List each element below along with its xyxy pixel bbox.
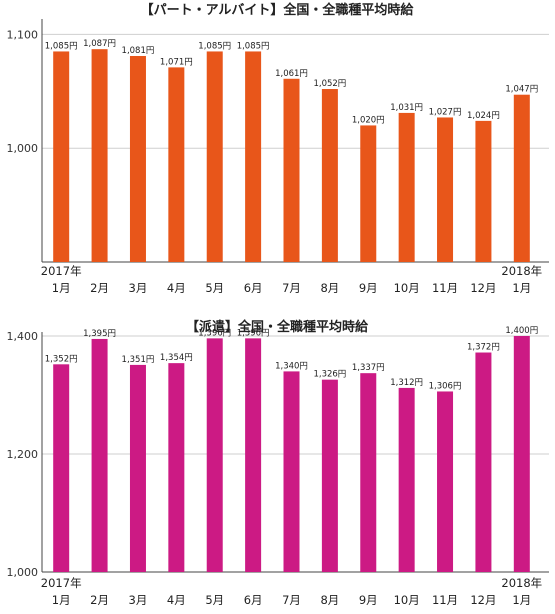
data-label: 1,306円 bbox=[429, 381, 462, 391]
x-tick-label: 4月 bbox=[167, 281, 186, 295]
bar bbox=[283, 371, 300, 572]
data-label: 1,081円 bbox=[122, 46, 155, 56]
bar bbox=[360, 125, 377, 262]
x-tick-label: 6月 bbox=[244, 281, 263, 295]
dispatch-chart: 【派遣】全国・全職種平均時給 1,000 1,200 1,400 1,352円 2017… bbox=[7, 319, 549, 607]
x-tick-label: 12月 bbox=[470, 593, 496, 607]
bar bbox=[53, 51, 70, 263]
y-tick-label: 1,100 bbox=[7, 28, 39, 41]
x-tick-year-label: 2017年 bbox=[41, 264, 82, 278]
data-label: 1,396円 bbox=[237, 328, 270, 338]
bar bbox=[513, 336, 530, 572]
bar bbox=[283, 78, 300, 263]
data-label: 1,396円 bbox=[198, 328, 231, 338]
x-tick-label: 3月 bbox=[129, 281, 148, 295]
data-label: 1,024円 bbox=[467, 111, 500, 121]
bar bbox=[206, 338, 223, 572]
y-tick-label: 1,000 bbox=[7, 142, 39, 155]
bar bbox=[245, 338, 262, 572]
x-tick-label: 12月 bbox=[470, 281, 496, 295]
bar bbox=[245, 51, 262, 263]
bar bbox=[321, 89, 338, 262]
y-tick-label: 1,200 bbox=[7, 448, 39, 461]
x-tick-label: 4月 bbox=[167, 593, 186, 607]
data-label: 1,085円 bbox=[198, 41, 231, 51]
data-label: 1,351円 bbox=[122, 355, 155, 365]
x-tick-label: 1月 bbox=[512, 593, 531, 607]
x-tick-label: 8月 bbox=[320, 281, 339, 295]
bar bbox=[437, 117, 454, 262]
x-tick-label: 5月 bbox=[205, 281, 224, 295]
x-tick-year-label: 2018年 bbox=[501, 576, 542, 590]
data-label: 1,326円 bbox=[313, 370, 346, 380]
x-tick-label: 8月 bbox=[320, 593, 339, 607]
bar bbox=[91, 338, 108, 572]
bar bbox=[91, 49, 108, 262]
x-tick-label: 7月 bbox=[282, 593, 301, 607]
x-tick-label: 10月 bbox=[394, 281, 420, 295]
x-tick-label: 3月 bbox=[129, 593, 148, 607]
bar bbox=[475, 352, 492, 572]
bar bbox=[168, 67, 185, 262]
bar bbox=[360, 373, 377, 572]
x-tick-label: 1月 bbox=[52, 593, 71, 607]
x-tick-label: 2月 bbox=[90, 593, 109, 607]
x-tick-label: 11月 bbox=[432, 281, 458, 295]
data-label: 1,337円 bbox=[352, 363, 385, 373]
data-label: 1,372円 bbox=[467, 343, 500, 353]
data-label: 1,395円 bbox=[83, 329, 116, 339]
bar bbox=[53, 364, 70, 572]
chart-title: 【派遣】全国・全職種平均時給 bbox=[186, 319, 369, 335]
x-tick-label: 11月 bbox=[432, 593, 458, 607]
data-label: 1,354円 bbox=[160, 353, 193, 363]
data-label: 1,027円 bbox=[429, 107, 462, 117]
bar bbox=[437, 391, 454, 572]
data-label: 1,031円 bbox=[390, 103, 423, 113]
data-label: 1,071円 bbox=[160, 57, 193, 67]
x-tick-label: 10月 bbox=[394, 593, 420, 607]
y-tick-label: 1,400 bbox=[7, 330, 39, 343]
data-label: 1,400円 bbox=[505, 326, 538, 336]
bar bbox=[398, 112, 415, 263]
bar bbox=[398, 387, 415, 572]
x-tick-label: 9月 bbox=[359, 593, 378, 607]
data-label: 1,020円 bbox=[352, 115, 385, 125]
bar bbox=[321, 379, 338, 572]
data-label: 1,312円 bbox=[390, 378, 423, 388]
chart-title: 【パート・アルバイト】全国・全職種平均時給 bbox=[141, 2, 415, 18]
data-label: 1,340円 bbox=[275, 361, 308, 371]
bar bbox=[475, 120, 492, 262]
data-label: 1,085円 bbox=[237, 41, 270, 51]
x-tick-label: 6月 bbox=[244, 593, 263, 607]
x-tick-year-label: 2018年 bbox=[501, 264, 542, 278]
x-tick-label: 1月 bbox=[52, 281, 71, 295]
part-time-chart: 【パート・アルバイト】全国・全職種平均時給 1,000 1,100 1,085円 20… bbox=[7, 2, 549, 295]
data-label: 1,061円 bbox=[275, 69, 308, 79]
x-tick-label: 7月 bbox=[282, 281, 301, 295]
bar bbox=[206, 51, 223, 263]
bar bbox=[129, 56, 146, 262]
bar bbox=[129, 364, 146, 572]
x-tick-label: 2月 bbox=[90, 281, 109, 295]
x-tick-year-label: 2017年 bbox=[41, 576, 82, 590]
data-label: 1,087円 bbox=[83, 39, 116, 49]
x-tick-label: 1月 bbox=[512, 281, 531, 295]
data-label: 1,085円 bbox=[45, 41, 78, 51]
x-tick-label: 9月 bbox=[359, 281, 378, 295]
data-label: 1,047円 bbox=[505, 85, 538, 95]
x-tick-label: 5月 bbox=[205, 593, 224, 607]
bar bbox=[168, 363, 185, 572]
data-label: 1,052円 bbox=[313, 79, 346, 89]
y-tick-label: 1,000 bbox=[7, 566, 39, 579]
data-label: 1,352円 bbox=[45, 354, 78, 364]
bar bbox=[513, 94, 530, 262]
